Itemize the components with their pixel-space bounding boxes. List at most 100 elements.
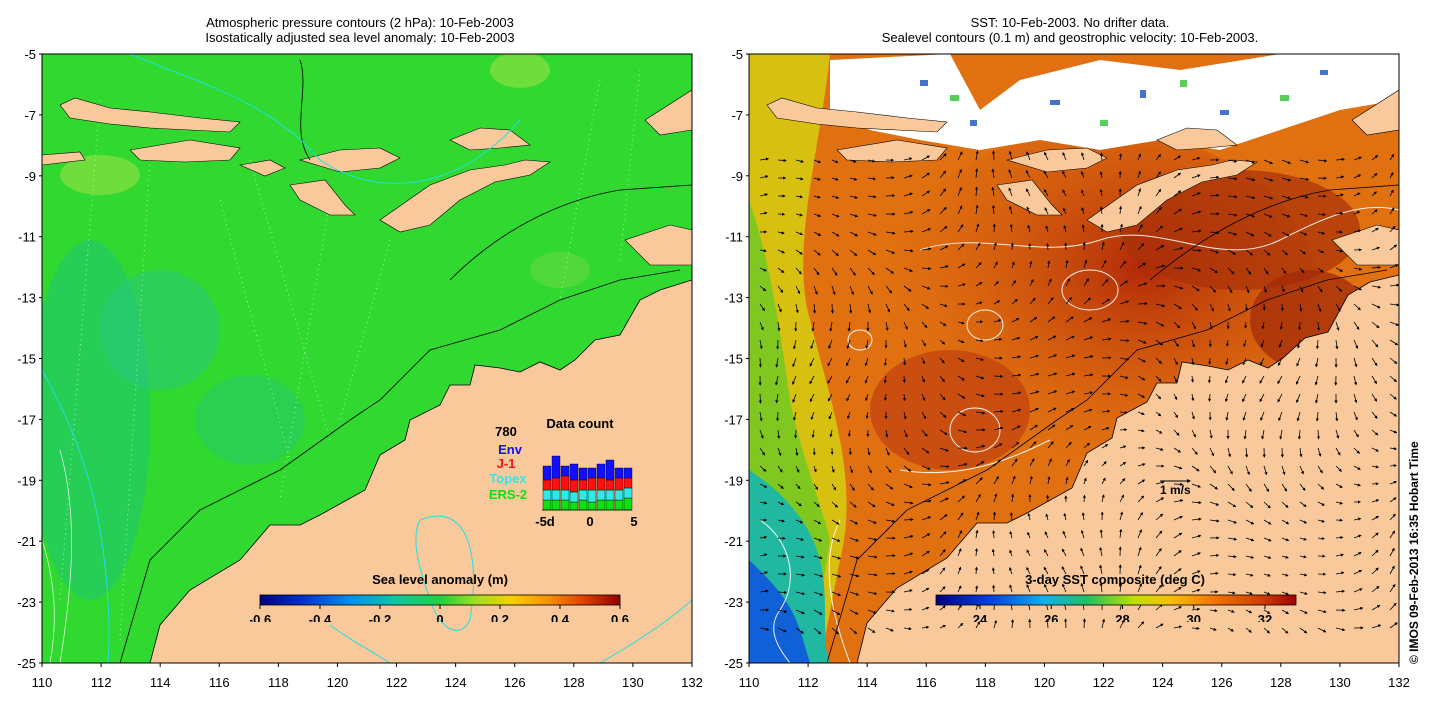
velocity-arrow bbox=[1245, 213, 1256, 218]
velocity-arrow bbox=[795, 159, 805, 163]
velocity-arrow bbox=[1009, 530, 1013, 539]
velocity-arrow bbox=[792, 339, 797, 350]
count-bar-segment bbox=[542, 489, 552, 501]
velocity-arrow bbox=[1065, 408, 1075, 413]
velocity-arrow bbox=[1263, 267, 1269, 275]
velocity-arrow bbox=[1027, 224, 1031, 233]
velocity-arrow bbox=[795, 267, 802, 275]
velocity-arrow bbox=[1155, 447, 1164, 451]
velocity-arrow bbox=[1173, 246, 1184, 251]
velocity-arrow bbox=[849, 465, 854, 474]
velocity-arrow bbox=[1316, 321, 1321, 331]
count-bar-segment bbox=[596, 477, 606, 491]
velocity-arrow bbox=[759, 571, 769, 575]
velocity-arrow bbox=[1299, 591, 1308, 595]
velocity-arrow bbox=[867, 483, 874, 491]
velocity-arrow bbox=[867, 267, 875, 276]
velocity-arrow bbox=[1173, 357, 1178, 366]
velocity-arrow bbox=[1043, 566, 1049, 575]
velocity-arrow bbox=[1191, 321, 1197, 330]
velocity-arrow bbox=[1191, 501, 1202, 505]
velocity-arrow bbox=[1173, 515, 1183, 521]
velocity-arrow bbox=[812, 303, 817, 314]
count-bar-segment bbox=[605, 499, 615, 511]
velocity-arrow bbox=[1227, 483, 1235, 492]
velocity-arrow bbox=[1263, 501, 1271, 509]
velocity-arrow bbox=[813, 501, 820, 508]
velocity-arrow bbox=[1119, 619, 1125, 629]
velocity-arrow bbox=[759, 447, 765, 456]
velocity-arrow bbox=[1137, 188, 1142, 197]
velocity-arrow bbox=[957, 205, 963, 215]
velocity-arrow bbox=[993, 459, 1001, 467]
velocity-arrow bbox=[1029, 441, 1037, 449]
velocity-arrow bbox=[1062, 152, 1067, 161]
count-bar-segment bbox=[578, 479, 588, 491]
velocity-arrow bbox=[885, 465, 892, 473]
sla-colorbar: Sea level anomaly (m) -0.6 -0.4 -0.2 0 0.2 0.… bbox=[250, 572, 629, 622]
velocity-arrow bbox=[758, 393, 762, 404]
velocity-arrow bbox=[777, 483, 784, 489]
velocity-arrow bbox=[1101, 298, 1111, 305]
count-tick-end: 5 bbox=[630, 514, 637, 529]
velocity-arrow bbox=[831, 213, 840, 218]
velocity-arrow bbox=[1062, 548, 1067, 557]
velocity-arrow bbox=[885, 447, 890, 456]
velocity-arrow bbox=[1173, 285, 1184, 290]
velocity-arrow bbox=[1389, 530, 1396, 539]
velocity-arrow bbox=[1029, 424, 1039, 431]
velocity-arrow bbox=[975, 339, 984, 343]
velocity-arrow bbox=[957, 585, 962, 593]
velocity-arrow bbox=[1083, 477, 1087, 485]
velocity-arrow bbox=[1137, 411, 1145, 416]
velocity-arrow bbox=[1101, 444, 1109, 449]
velocity-arrow bbox=[1029, 475, 1033, 485]
velocity-arrow bbox=[1371, 447, 1379, 452]
velocity-arrow bbox=[1044, 531, 1049, 539]
count-bar-segment bbox=[623, 477, 633, 489]
velocity-arrow bbox=[1099, 546, 1103, 557]
velocity-arrow bbox=[903, 339, 907, 348]
velocity-arrow bbox=[1047, 390, 1058, 395]
velocity-arrow bbox=[1083, 355, 1094, 359]
velocity-arrow bbox=[795, 519, 804, 524]
velocity-arrow bbox=[1389, 464, 1397, 468]
velocity-arrow bbox=[885, 519, 896, 523]
velocity-arrow bbox=[1191, 626, 1200, 630]
velocity-arrow bbox=[1191, 174, 1201, 179]
velocity-arrow bbox=[1243, 429, 1247, 440]
velocity-arrow bbox=[975, 242, 981, 251]
velocity-arrow bbox=[1008, 205, 1013, 215]
velocity-arrow bbox=[1209, 193, 1220, 197]
velocity-arrow bbox=[849, 519, 859, 525]
velocity-arrow bbox=[883, 393, 888, 401]
velocity-arrow bbox=[1371, 246, 1381, 251]
velocity-arrow bbox=[777, 249, 785, 254]
colorbar-tick-label: 0.2 bbox=[491, 612, 509, 622]
velocity-arrow bbox=[1353, 517, 1362, 521]
velocity-arrow bbox=[1137, 495, 1145, 503]
velocity-arrow bbox=[883, 375, 887, 384]
velocity-arrow bbox=[813, 627, 822, 635]
velocity-arrow bbox=[1137, 529, 1142, 539]
velocity-arrow bbox=[1353, 483, 1362, 487]
velocity-arrow bbox=[865, 393, 869, 402]
velocity-arrow bbox=[759, 535, 768, 539]
velocity-arrow bbox=[921, 447, 930, 454]
velocity-arrow bbox=[1335, 627, 1346, 632]
velocity-arrow bbox=[957, 283, 966, 287]
colorbar-tick-label: 30 bbox=[1187, 612, 1201, 622]
velocity-arrow bbox=[975, 621, 980, 629]
velocity-arrow bbox=[1118, 205, 1123, 215]
velocity-arrow bbox=[903, 174, 913, 179]
velocity-arrow bbox=[975, 493, 981, 503]
velocity-arrow bbox=[1335, 429, 1340, 439]
count-bar-segment bbox=[596, 489, 606, 501]
velocity-arrow bbox=[1065, 259, 1069, 269]
velocity-arrow bbox=[1045, 618, 1050, 629]
velocity-arrow bbox=[1029, 260, 1033, 269]
velocity-arrow bbox=[1281, 501, 1289, 508]
count-bar-segment bbox=[569, 479, 579, 493]
velocity-arrow bbox=[1011, 475, 1016, 485]
velocity-arrow bbox=[1119, 393, 1129, 397]
